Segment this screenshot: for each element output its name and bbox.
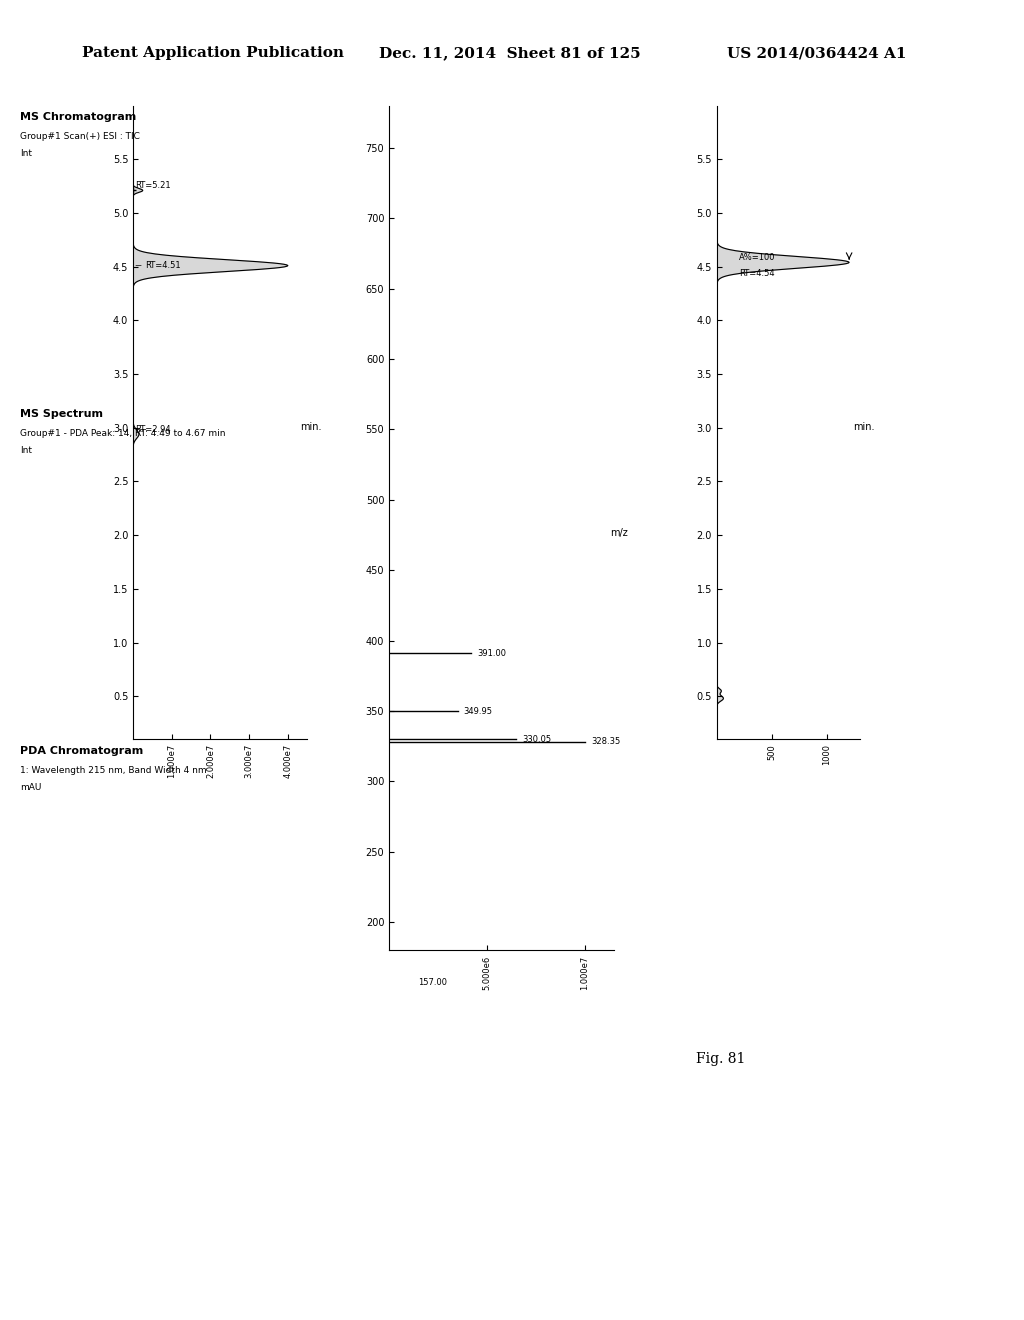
Text: mAU: mAU xyxy=(20,783,42,792)
Y-axis label: min.: min. xyxy=(854,422,876,433)
Text: 1: Wavelength 215 nm, Band Width 4 nm: 1: Wavelength 215 nm, Band Width 4 nm xyxy=(20,766,207,775)
Text: RT=5.21: RT=5.21 xyxy=(135,181,171,190)
Text: 328.35: 328.35 xyxy=(591,737,621,746)
Text: 330.05: 330.05 xyxy=(522,735,552,743)
Y-axis label: min.: min. xyxy=(301,422,323,433)
Text: US 2014/0364424 A1: US 2014/0364424 A1 xyxy=(727,46,906,61)
Y-axis label: m/z: m/z xyxy=(609,528,628,539)
Text: 349.95: 349.95 xyxy=(464,706,493,715)
Text: RT=4.51: RT=4.51 xyxy=(144,261,180,271)
Text: Group#1 Scan(+) ESI : TIC: Group#1 Scan(+) ESI : TIC xyxy=(20,132,140,141)
Text: Group#1 - PDA Peak: 14, RT: 4.49 to 4.67 min: Group#1 - PDA Peak: 14, RT: 4.49 to 4.67… xyxy=(20,429,226,438)
Text: 157.00: 157.00 xyxy=(419,978,447,987)
Text: Int: Int xyxy=(20,149,33,158)
Text: Dec. 11, 2014  Sheet 81 of 125: Dec. 11, 2014 Sheet 81 of 125 xyxy=(379,46,640,61)
Text: RT=4.54: RT=4.54 xyxy=(739,269,774,277)
Text: Int: Int xyxy=(20,446,33,455)
Text: MS Spectrum: MS Spectrum xyxy=(20,409,103,420)
Text: PDA Chromatogram: PDA Chromatogram xyxy=(20,746,143,756)
Text: Fig. 81: Fig. 81 xyxy=(696,1052,745,1065)
Text: A%=100: A%=100 xyxy=(739,253,775,263)
Text: 391.00: 391.00 xyxy=(477,649,506,657)
Text: RT=2.94: RT=2.94 xyxy=(135,425,171,434)
Text: MS Chromatogram: MS Chromatogram xyxy=(20,112,137,123)
Text: Patent Application Publication: Patent Application Publication xyxy=(82,46,344,61)
